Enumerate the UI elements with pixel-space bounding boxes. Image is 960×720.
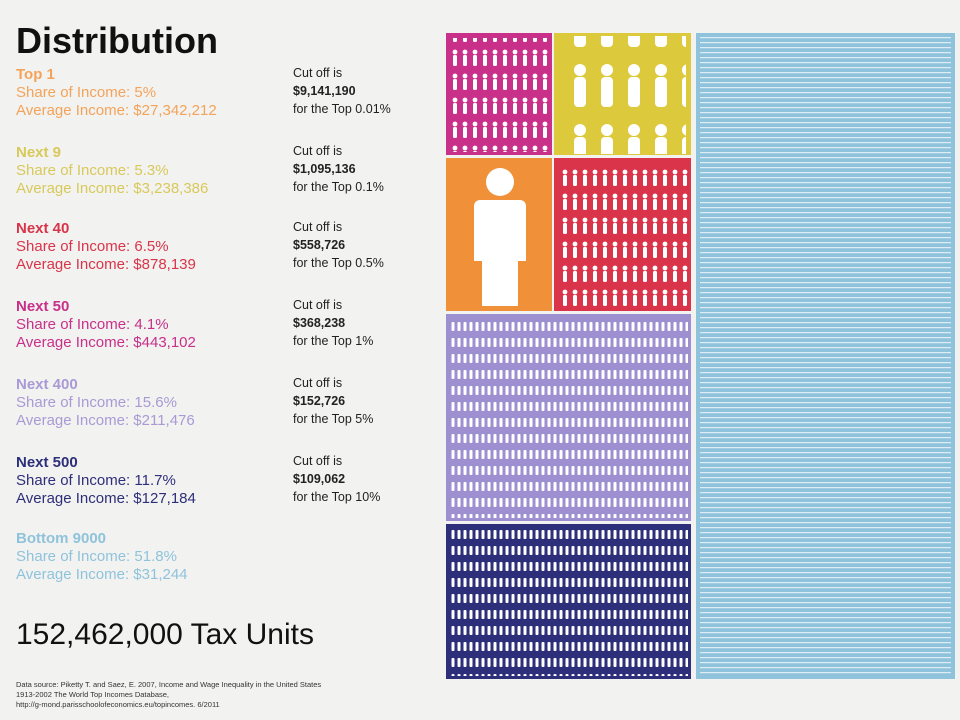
group-share: Share of Income: 51.8% xyxy=(16,548,177,565)
group: Next 50 Share of Income: 4.1% Average Inco… xyxy=(16,298,286,352)
group-name: Next 40 xyxy=(16,220,70,237)
group-name: Top 1 xyxy=(16,66,55,83)
group-average: Average Income: $3,238,386 xyxy=(16,180,209,197)
cutoff-note: for the Top 0.5% xyxy=(293,256,384,270)
block-next-500 xyxy=(446,524,691,679)
cutoff-note: for the Top 1% xyxy=(293,334,374,348)
group: Next 9 Share of Income: 5.3% Average Incom… xyxy=(16,144,286,198)
group-average: Average Income: $443,102 xyxy=(16,334,196,351)
block-next-400 xyxy=(446,314,691,521)
cutoff-label: Cut off is xyxy=(293,298,343,312)
cutoff-label: Cut off is xyxy=(293,220,343,234)
cutoff-note: for the Top 0.01% xyxy=(293,102,391,116)
cutoff-value: $1,095,136 xyxy=(293,162,356,176)
block-top-1 xyxy=(446,158,552,311)
cutoff-label: Cut off is xyxy=(293,144,343,158)
cutoff: Cut off is $368,238 for the Top 1% xyxy=(293,296,443,350)
group: Next 400 Share of Income: 15.6% Average In… xyxy=(16,376,286,430)
cutoff-note: for the Top 0.1% xyxy=(293,180,384,194)
cutoff-value: $109,062 xyxy=(293,472,346,486)
group-name: Next 50 xyxy=(16,298,70,315)
group-name: Next 400 xyxy=(16,376,78,393)
group-share: Share of Income: 5.3% xyxy=(16,162,169,179)
source-line: Data source: Piketty T. and Saez, E. 200… xyxy=(16,680,322,689)
group-average: Average Income: $127,184 xyxy=(16,490,196,507)
cutoff-label: Cut off is xyxy=(293,66,343,80)
group: Top 1 Share of Income: 5% Average Income: … xyxy=(16,66,286,120)
group-share: Share of Income: 11.7% xyxy=(16,472,176,489)
cutoff: Cut off is $558,726 for the Top 0.5% xyxy=(293,218,443,272)
group: Next 500 Share of Income: 11.7% Average In… xyxy=(16,454,286,508)
group-name: Next 9 xyxy=(16,144,62,161)
source-line: 1913-2002 The World Top Incomes Database… xyxy=(16,690,170,699)
cutoff: Cut off is $9,141,190 for the Top 0.01% xyxy=(293,64,443,118)
group-average: Average Income: $211,476 xyxy=(16,412,195,429)
group-average: Average Income: $878,139 xyxy=(16,256,196,273)
cutoff: Cut off is $1,095,136 for the Top 0.1% xyxy=(293,142,443,196)
source-line: http://g-mond.parisschoolofeconomics.eu/… xyxy=(16,700,220,709)
group: Bottom 9000 Share of Income: 51.8% Average… xyxy=(16,530,286,584)
group-name: Bottom 9000 xyxy=(16,530,107,547)
cutoff-label: Cut off is xyxy=(293,454,343,468)
block-bottom-9000 xyxy=(696,33,955,679)
block-next-40 xyxy=(554,158,691,311)
group-share: Share of Income: 15.6% xyxy=(16,394,177,411)
block-next-50 xyxy=(446,33,552,155)
source: Data source: Piketty T. and Saez, E. 200… xyxy=(16,680,321,710)
block-next-9 xyxy=(554,33,691,155)
group: Next 40 Share of Income: 6.5% Average Inco… xyxy=(16,220,286,274)
cutoff-note: for the Top 10% xyxy=(293,490,381,504)
group-share: Share of Income: 4.1% xyxy=(16,316,169,333)
group-share: Share of Income: 5% xyxy=(16,84,157,101)
group-name: Next 500 xyxy=(16,454,78,471)
group-average: Average Income: $27,342,212 xyxy=(16,102,217,119)
cutoff-note: for the Top 5% xyxy=(293,412,374,426)
cutoff-value: $152,726 xyxy=(293,394,346,408)
cutoff-label: Cut off is xyxy=(293,376,343,390)
cutoff-value: $558,726 xyxy=(293,238,346,252)
cutoff-value: $9,141,190 xyxy=(293,84,356,98)
cutoff-value: $368,238 xyxy=(293,316,346,330)
cutoff: Cut off is $152,726 for the Top 5% xyxy=(293,374,443,428)
total: 152,462,000 Tax Units xyxy=(16,618,314,651)
group-average: Average Income: $31,244 xyxy=(16,566,188,583)
group-share: Share of Income: 6.5% xyxy=(16,238,169,255)
cutoff: Cut off is $109,062 for the Top 10% xyxy=(293,452,443,506)
title: Distribution xyxy=(16,20,218,61)
